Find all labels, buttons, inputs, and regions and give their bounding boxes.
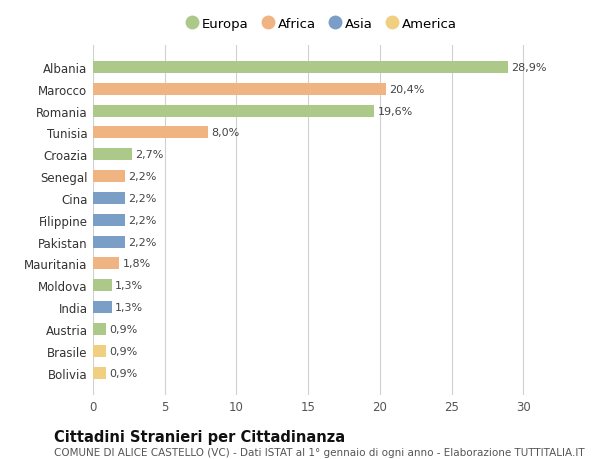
Bar [93,171,125,183]
Bar [93,84,386,95]
Text: 20,4%: 20,4% [389,84,425,95]
Text: COMUNE DI ALICE CASTELLO (VC) - Dati ISTAT al 1° gennaio di ogni anno - Elaboraz: COMUNE DI ALICE CASTELLO (VC) - Dati IST… [54,448,584,458]
Bar [93,367,106,379]
Text: 28,9%: 28,9% [511,63,547,73]
Text: 2,2%: 2,2% [128,215,157,225]
Text: 19,6%: 19,6% [378,106,413,116]
Text: 2,2%: 2,2% [128,172,157,182]
Bar [93,258,119,270]
Bar [93,323,106,335]
Text: Cittadini Stranieri per Cittadinanza: Cittadini Stranieri per Cittadinanza [54,429,345,444]
Bar [93,192,125,205]
Text: 1,3%: 1,3% [115,302,143,313]
Text: 2,2%: 2,2% [128,194,157,203]
Text: 0,9%: 0,9% [109,368,138,378]
Bar [93,149,132,161]
Text: 2,2%: 2,2% [128,237,157,247]
Bar [93,62,508,74]
Bar [93,280,112,292]
Bar [93,106,374,118]
Text: 1,8%: 1,8% [122,259,151,269]
Text: 2,7%: 2,7% [136,150,164,160]
Text: 1,3%: 1,3% [115,281,143,291]
Text: 0,9%: 0,9% [109,346,138,356]
Legend: Europa, Africa, Asia, America: Europa, Africa, Asia, America [188,17,457,31]
Bar [93,236,125,248]
Text: 8,0%: 8,0% [211,128,239,138]
Bar [93,127,208,139]
Bar [93,345,106,357]
Bar [93,302,112,313]
Text: 0,9%: 0,9% [109,325,138,334]
Bar [93,214,125,226]
